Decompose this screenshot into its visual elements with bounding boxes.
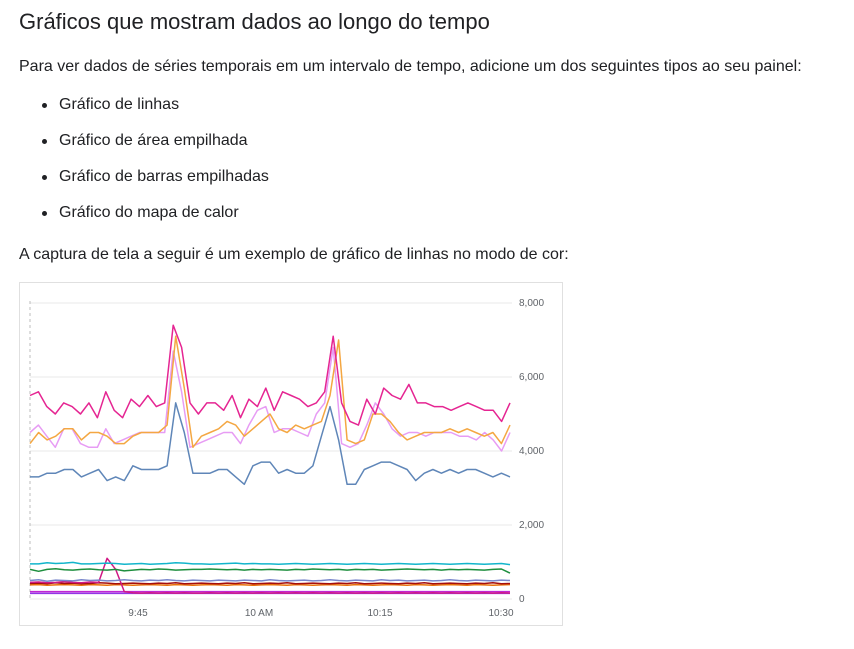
- x-axis-ticks: 9:45 10 AM 10:15 10:30: [128, 608, 514, 619]
- x-tick-label: 10:30: [488, 608, 513, 619]
- y-tick-label: 6,000: [519, 372, 544, 383]
- x-tick-label: 10 AM: [245, 608, 273, 619]
- series-line: [29, 583, 511, 587]
- series-line: [29, 557, 511, 594]
- series-line: [29, 581, 511, 585]
- line-chart: 8,000 6,000 4,000 2,000 0 9:45 10 AM 10:15 10:3…: [29, 298, 544, 619]
- series-line: [29, 335, 511, 449]
- intro-paragraph: Para ver dados de séries temporais em um…: [19, 58, 802, 75]
- page-heading: Gráficos que mostram dados ao longo do t…: [19, 9, 490, 34]
- chart-caption: A captura de tela a seguir é um exemplo …: [19, 246, 569, 263]
- x-tick-label: 10:15: [367, 608, 392, 619]
- series-line: [29, 324, 511, 426]
- list-item: Gráfico do mapa de calor: [19, 203, 269, 239]
- y-tick-label: 4,000: [519, 446, 544, 457]
- series-line: [30, 402, 511, 486]
- chart-type-list: Gráfico de linhas Gráfico de área empilh…: [19, 95, 269, 239]
- y-tick-label: 2,000: [519, 520, 544, 531]
- list-item: Gráfico de barras empilhadas: [19, 167, 269, 203]
- series-line: [30, 561, 511, 566]
- series-line: [29, 579, 511, 582]
- x-tick-label: 9:45: [128, 608, 148, 619]
- y-axis-ticks: 8,000 6,000 4,000 2,000 0: [519, 298, 544, 605]
- series-line: [29, 346, 511, 452]
- y-tick-label: 0: [519, 594, 525, 605]
- list-item: Gráfico de linhas: [19, 95, 269, 131]
- chart-grid: [30, 302, 512, 600]
- line-chart-screenshot: 8,000 6,000 4,000 2,000 0 9:45 10 AM 10:15 10:3…: [19, 282, 563, 626]
- series-line: [29, 567, 511, 574]
- list-item: Gráfico de área empilhada: [19, 131, 269, 167]
- series-lines: [29, 324, 511, 595]
- y-tick-label: 8,000: [519, 298, 544, 309]
